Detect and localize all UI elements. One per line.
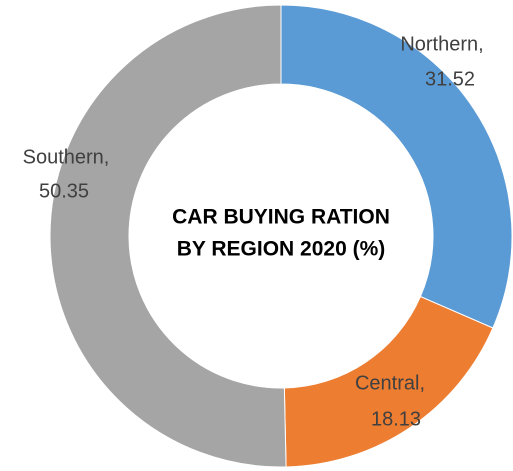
data-label-value: 50.35 [39, 180, 89, 202]
data-label-name: Central, [355, 372, 425, 394]
data-label-value: 18.13 [371, 408, 421, 430]
donut-slice [49, 4, 287, 468]
data-label-name: Northern, [400, 33, 483, 55]
donut-slice [280, 4, 513, 329]
slices [49, 4, 513, 468]
data-label-name: Southern, [23, 146, 110, 168]
chart-title: BY REGION 2020 (%) [177, 238, 386, 261]
chart-title: CAR BUYING RATION [172, 206, 390, 229]
data-label-value: 31.52 [425, 68, 475, 90]
